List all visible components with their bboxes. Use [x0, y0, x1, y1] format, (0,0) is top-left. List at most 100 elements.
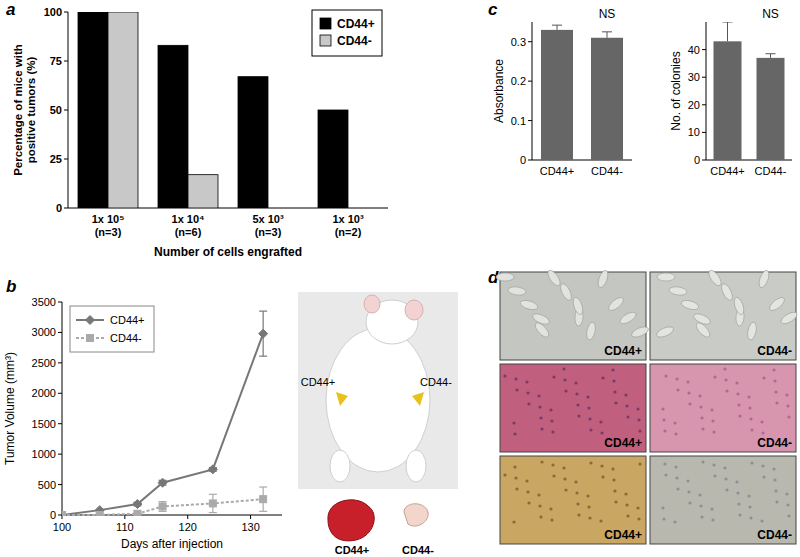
mouse-ear: [364, 295, 380, 313]
error-cap: [259, 486, 267, 487]
nucleus: [576, 403, 579, 406]
nucleus: [512, 520, 515, 523]
nucleus: [699, 405, 702, 408]
nucleus: [601, 475, 604, 478]
nucleus: [724, 477, 727, 480]
y-tick-label: 0: [56, 202, 62, 214]
micrograph-bg: [500, 272, 646, 360]
nucleus: [525, 380, 528, 383]
nucleus: [736, 392, 739, 395]
micrograph-label: CD44-: [757, 436, 792, 450]
y-tick: [58, 302, 62, 303]
error-cap: [259, 311, 267, 312]
text-line: 5x 10³: [252, 213, 284, 225]
nucleus: [512, 421, 515, 424]
nucleus: [551, 430, 554, 433]
nucleus: [662, 418, 665, 421]
photo-label: CD44-: [420, 376, 452, 388]
nucleus: [614, 500, 617, 503]
nucleus: [515, 487, 518, 490]
x-tick-label: 1x 10³(n=2): [332, 213, 364, 238]
y-tick-label: 1000: [32, 448, 56, 460]
error-bar: [259, 487, 267, 511]
x-tick-label: CD44+: [710, 165, 745, 177]
y-tick-label: 50: [50, 104, 62, 116]
error-bar: [766, 54, 776, 58]
nucleus: [785, 492, 788, 495]
error-bar: [259, 311, 267, 356]
nucleus: [786, 503, 789, 506]
nucleus: [600, 431, 603, 434]
legend-swatch: [320, 35, 331, 46]
y-axis: [62, 302, 63, 515]
panel-letter: a: [6, 0, 15, 19]
nucleus: [760, 420, 763, 423]
nucleus: [773, 379, 776, 382]
label-bg: [600, 527, 644, 542]
y-tick: [702, 49, 706, 50]
cell: [680, 299, 700, 312]
bar: [591, 38, 623, 160]
micrograph: CD44-: [650, 268, 799, 360]
x-tick-label: 100: [53, 521, 71, 533]
micrograph-label: CD44+: [604, 528, 642, 542]
y-tick: [528, 120, 532, 121]
cell: [606, 295, 625, 313]
nucleus: [574, 381, 577, 384]
point: [260, 496, 267, 503]
nucleus: [611, 368, 614, 371]
y-tick: [64, 110, 68, 111]
nucleus: [773, 478, 776, 481]
error-cap: [209, 494, 217, 495]
y-tick-label: 2000: [32, 387, 56, 399]
text-line: No. of colonies: [669, 51, 683, 130]
tumor-photo: CD44+CD44-: [298, 491, 458, 557]
nucleus: [614, 401, 617, 404]
cell: [618, 310, 638, 326]
cell: [669, 286, 688, 296]
plot-area: [62, 311, 268, 516]
nucleus: [564, 389, 567, 392]
mouse-leg: [406, 450, 426, 482]
nucleus: [626, 514, 629, 517]
legend-label: CD44-: [110, 332, 142, 344]
cell: [508, 286, 527, 296]
bar: [541, 30, 573, 160]
bar: [268, 208, 298, 209]
error-cap: [159, 501, 167, 502]
nucleus: [725, 389, 728, 392]
nucleus: [735, 480, 738, 483]
error-cap: [259, 511, 267, 512]
y-tick: [58, 332, 62, 333]
y-tick-label: 0: [50, 509, 56, 521]
nucleus: [664, 374, 667, 377]
nucleus: [686, 380, 689, 383]
legend-box: [312, 10, 382, 56]
nucleus: [661, 407, 664, 410]
nucleus: [539, 515, 542, 518]
cell: [630, 325, 650, 339]
x-tick-label: 5x 10³(n=3): [252, 213, 284, 238]
y-label: Absorbance: [492, 59, 506, 123]
cell: [571, 296, 584, 316]
error-cap: [723, 22, 733, 23]
cell: [546, 268, 563, 287]
cell: [519, 299, 539, 312]
micrograph-label: CD44-: [757, 528, 792, 542]
nucleus: [503, 473, 506, 476]
y-tick-label: 25: [50, 153, 62, 165]
y-tick: [58, 515, 62, 516]
y-tick-label: 0: [520, 154, 526, 166]
nucleus: [513, 432, 516, 435]
nucleus: [514, 377, 517, 380]
nucleus: [586, 494, 589, 497]
y-tick: [64, 208, 68, 209]
x-tick-label: 1x 10⁵(n=3): [92, 213, 125, 238]
nucleus: [688, 501, 691, 504]
nucleus: [750, 428, 753, 431]
bar: [348, 208, 378, 209]
nucleus: [711, 518, 714, 521]
nucleus: [749, 417, 752, 420]
legend-marker: [86, 316, 95, 325]
x-tick-label: 1x 10⁴(n=6): [172, 213, 205, 238]
